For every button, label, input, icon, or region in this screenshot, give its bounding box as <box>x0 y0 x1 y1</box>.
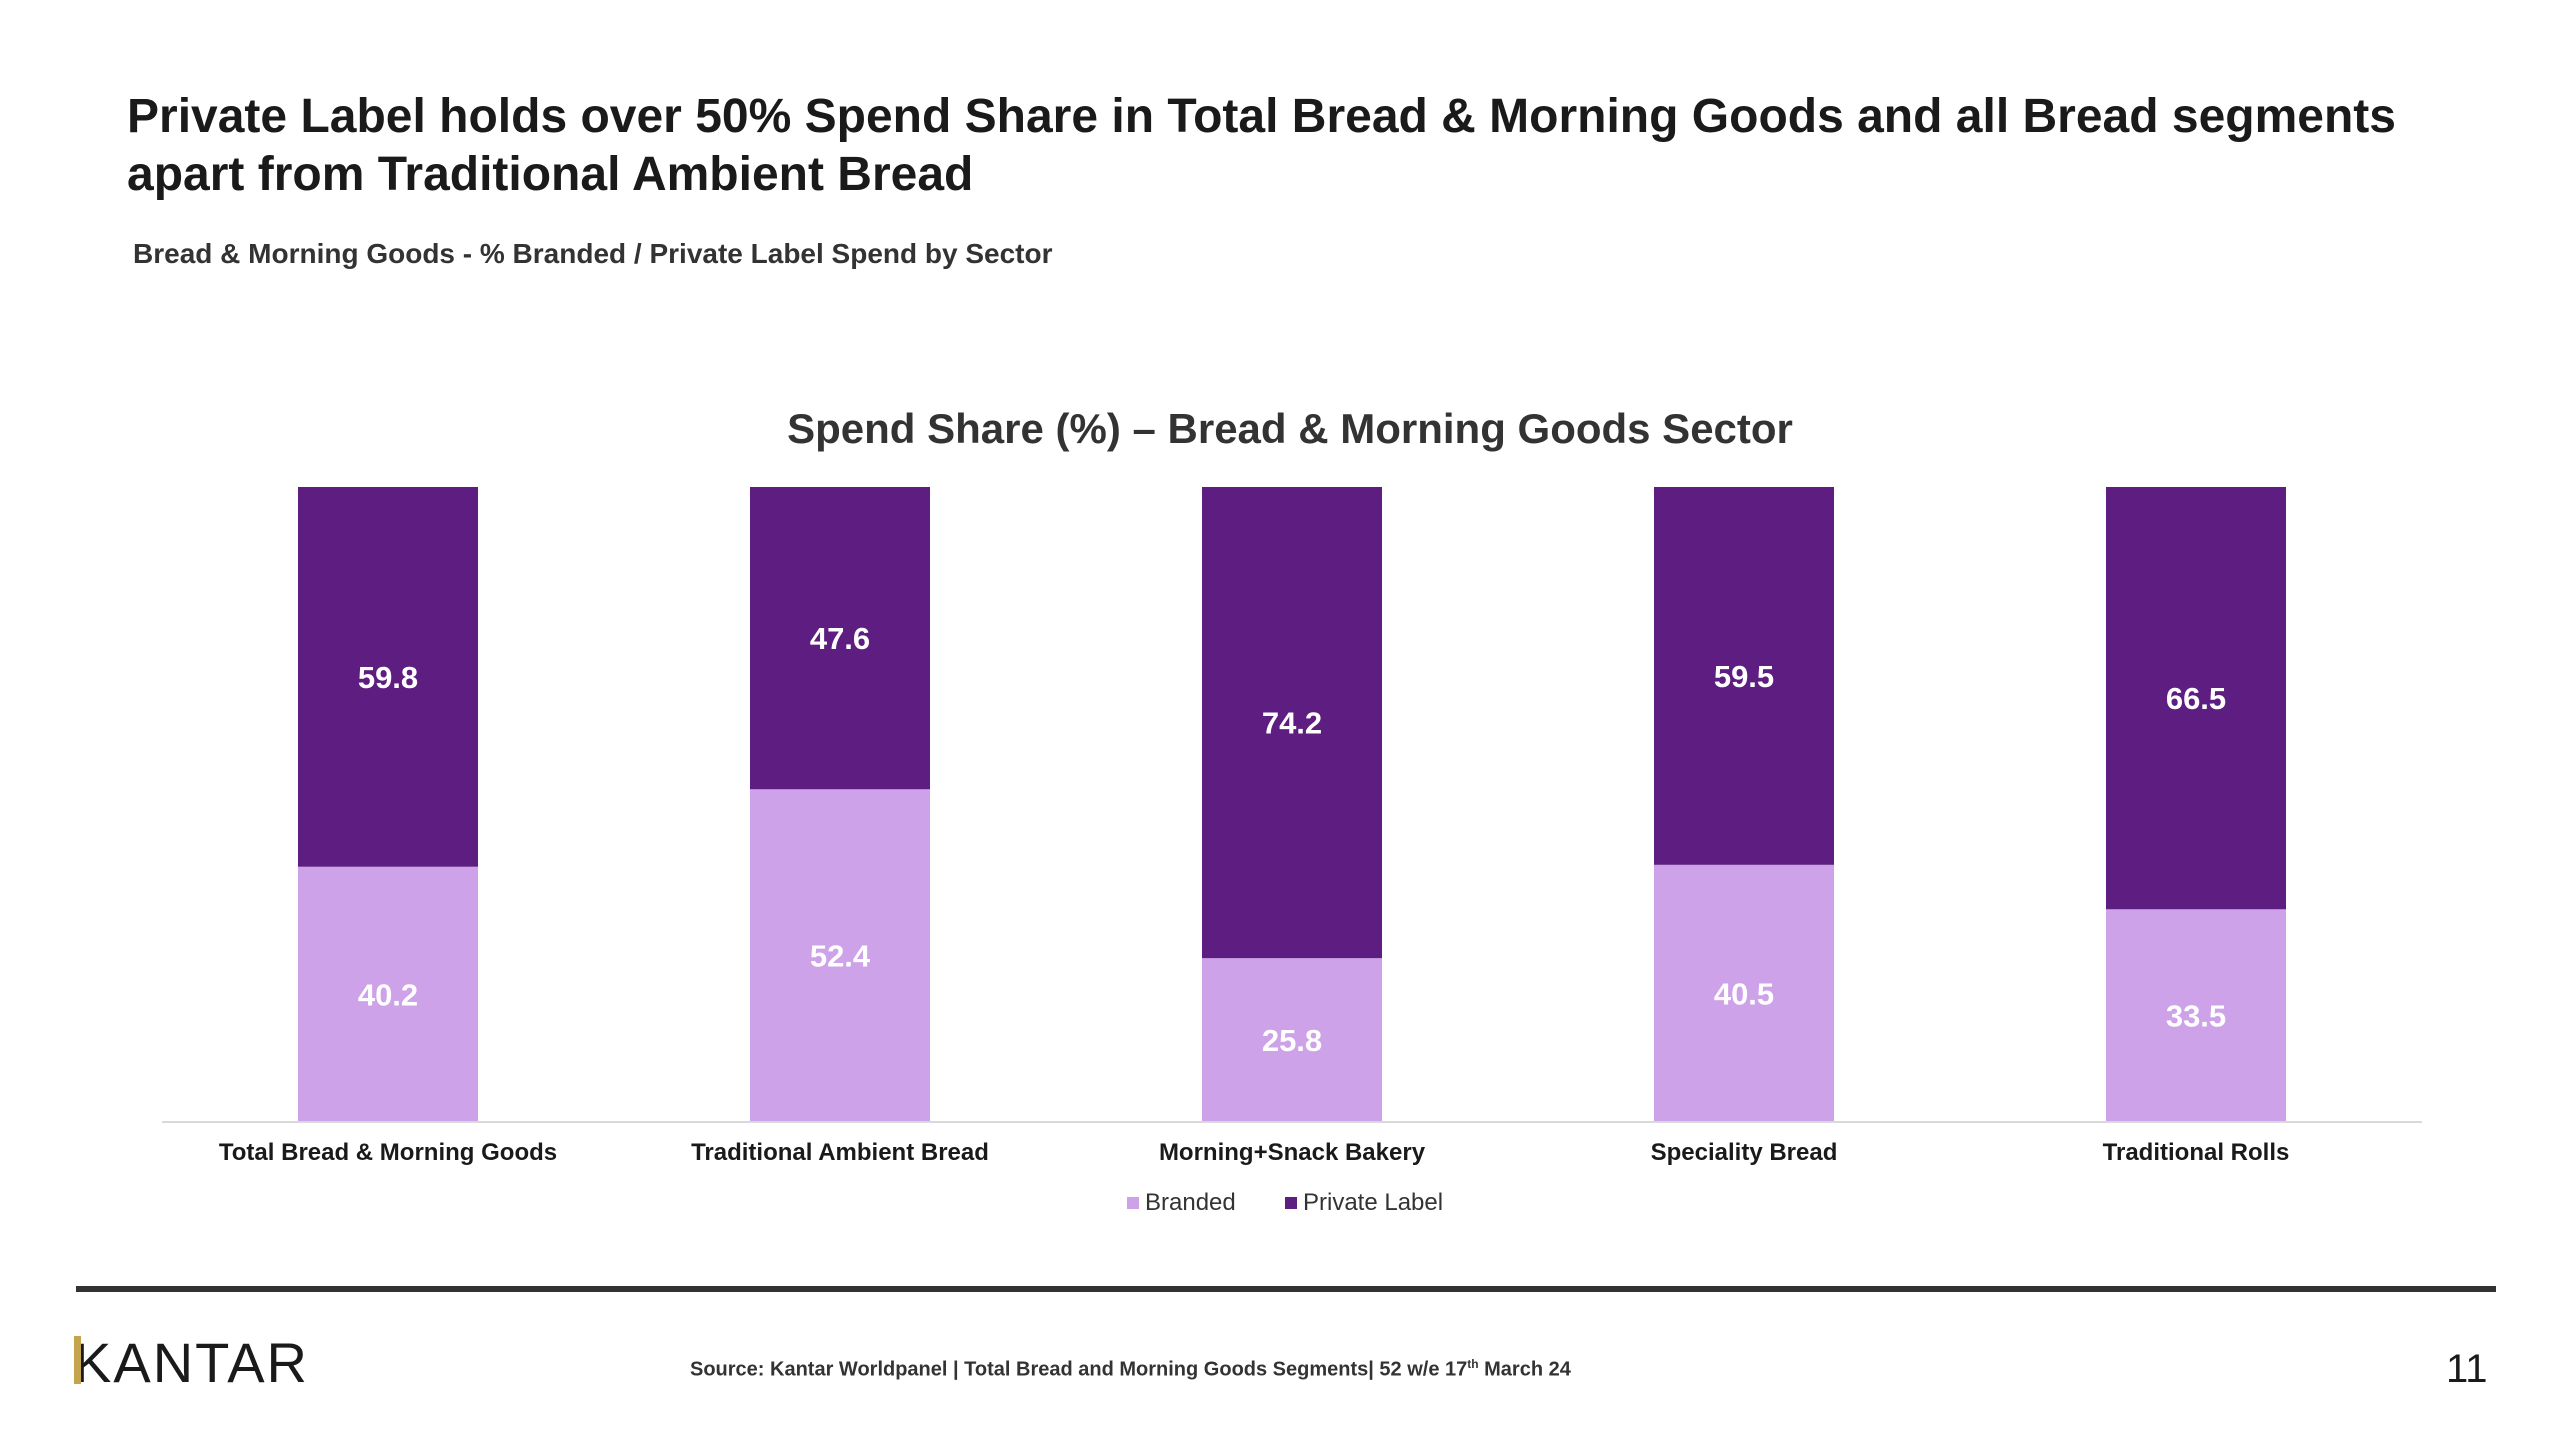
bar-branded-2 <box>1202 958 1382 1122</box>
legend-label-branded: Branded <box>1145 1189 1236 1216</box>
logo-text: KANTAR <box>74 1330 309 1394</box>
x-tick-label-1: Traditional Ambient Bread <box>691 1139 989 1166</box>
data-label-branded-3: 40.5 <box>1714 976 1774 1011</box>
bar-private-label-0 <box>298 487 478 867</box>
bar-branded-0 <box>298 866 478 1122</box>
slide-subtitle: Bread & Morning Goods - % Branded / Priv… <box>133 238 1053 269</box>
data-label-private-label-2: 74.2 <box>1262 706 1322 741</box>
x-tick-label-2: Morning+Snack Bakery <box>1159 1139 1426 1166</box>
bar-branded-4 <box>2106 909 2286 1122</box>
legend: Branded Private Label <box>1127 1189 1443 1216</box>
footer-divider <box>76 1286 2496 1292</box>
kantar-logo: KANTAR <box>74 1330 309 1394</box>
data-label-branded-4: 33.5 <box>2166 999 2226 1034</box>
stacked-bar-chart: Spend Share (%) – Bread & Morning Goods … <box>162 405 2422 1216</box>
bar-private-label-3 <box>1654 487 1834 865</box>
x-tick-label-0: Total Bread & Morning Goods <box>219 1139 557 1166</box>
source-superscript: th <box>1467 1357 1479 1371</box>
bar-private-label-2 <box>1202 487 1382 959</box>
data-label-private-label-1: 47.6 <box>810 621 870 656</box>
legend-label-private-label: Private Label <box>1303 1189 1443 1216</box>
bar-private-label-1 <box>750 487 930 790</box>
data-label-branded-2: 25.8 <box>1262 1023 1322 1058</box>
source-text: Source: Kantar Worldpanel | Total Bread … <box>690 1358 1468 1381</box>
data-label-private-label-4: 66.5 <box>2166 681 2226 716</box>
bars-layer: 40.2 59.8 52.4 47.6 25.8 74.2 40.5 59.5 33.5 66.5 <box>298 487 2286 1122</box>
source-date: March 24 <box>1478 1358 1571 1381</box>
data-label-branded-0: 40.2 <box>358 977 418 1012</box>
page-number: 11 <box>2446 1347 2488 1391</box>
chart-title: Spend Share (%) – Bread & Morning Goods … <box>787 405 1793 452</box>
x-tick-label-3: Speciality Bread <box>1651 1139 1838 1166</box>
slide-headline: Private Label holds over 50% Spend Share… <box>127 90 2396 201</box>
x-tick-labels: Total Bread & Morning Goods Traditional A… <box>219 1139 2289 1166</box>
x-tick-label-4: Traditional Rolls <box>2103 1139 2290 1166</box>
source-note: Source: Kantar Worldpanel | Total Bread … <box>690 1357 1571 1382</box>
bar-branded-3 <box>1654 864 1834 1122</box>
data-label-private-label-3: 59.5 <box>1714 659 1774 694</box>
data-label-branded-1: 52.4 <box>810 939 871 974</box>
legend-swatch-branded <box>1127 1197 1139 1209</box>
data-label-private-label-0: 59.8 <box>358 660 418 695</box>
bar-private-label-4 <box>2106 487 2286 910</box>
bar-branded-1 <box>750 789 930 1122</box>
legend-swatch-private-label <box>1285 1197 1297 1209</box>
